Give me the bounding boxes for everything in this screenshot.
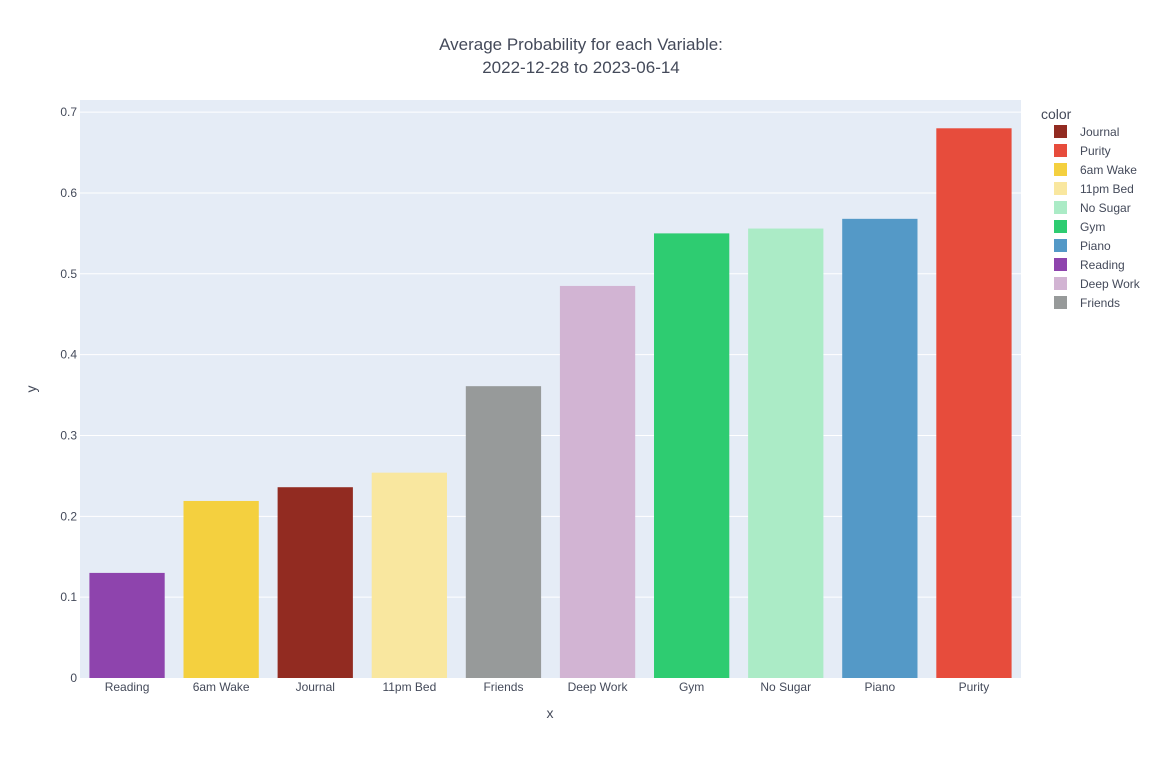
legend-swatch (1054, 220, 1067, 233)
y-tick-label: 0.4 (60, 348, 77, 362)
legend-entry: 11pm Bed (1080, 182, 1134, 196)
y-tick-label: 0.7 (60, 105, 77, 119)
y-axis-label: y (23, 386, 39, 393)
legend-entry: Piano (1080, 239, 1111, 253)
legend-swatch (1054, 201, 1067, 214)
y-tick-label: 0 (70, 671, 77, 685)
y-tick-label: 0.6 (60, 186, 77, 200)
x-tick-label: No Sugar (760, 680, 811, 694)
bar-piano (842, 218, 918, 679)
y-tick-label: 0.5 (60, 267, 77, 281)
legend-entry: No Sugar (1080, 201, 1131, 215)
legend-entry: Journal (1080, 125, 1119, 139)
bar-reading (89, 572, 165, 678)
x-tick-label: Journal (296, 680, 335, 694)
legend-swatch (1054, 144, 1067, 157)
legend-swatch (1054, 258, 1067, 271)
chart-title-line-2: 2022-12-28 to 2023-06-14 (482, 58, 680, 77)
x-axis-label: x (547, 705, 554, 721)
legend-swatch (1054, 182, 1067, 195)
x-tick-label: Piano (864, 680, 895, 694)
legend-entry: 6am Wake (1080, 163, 1137, 177)
y-tick-label: 0.1 (60, 590, 77, 604)
legend-swatch (1054, 239, 1067, 252)
x-tick-label: Friends (483, 680, 523, 694)
bar-gym (654, 233, 730, 678)
x-tick-label: Reading (105, 680, 150, 694)
y-tick-label: 0.3 (60, 428, 77, 442)
bar-journal (277, 487, 353, 678)
bar-friends (465, 386, 542, 678)
legend-entry: Purity (1080, 144, 1111, 158)
chart-title-line-1: Average Probability for each Variable: (439, 35, 723, 54)
x-tick-label: 11pm Bed (382, 680, 436, 694)
x-tick-label: 6am Wake (193, 680, 250, 694)
x-axis-ticks: Reading 6am Wake Journal 11pm Bed Friends Dee… (105, 680, 990, 694)
legend-entry: Friends (1080, 296, 1120, 310)
legend-swatch (1054, 277, 1067, 290)
bar-deep-work (559, 285, 636, 678)
legend-swatch (1054, 125, 1067, 138)
y-tick-label: 0.2 (60, 509, 77, 523)
legend-entry: Reading (1080, 258, 1125, 272)
bar-purity (936, 128, 1012, 678)
legend: color Journal Purity 6am Wake 11pm Bed No Su… (1041, 106, 1141, 310)
x-tick-label: Gym (679, 680, 704, 694)
bar-6am-wake (183, 500, 259, 678)
x-tick-label: Purity (959, 680, 990, 694)
legend-swatch (1054, 296, 1067, 309)
bar-no-sugar (748, 228, 824, 678)
y-axis-ticks: 0 0.1 0.2 0.3 0.4 0.5 0.6 0.7 (60, 105, 77, 685)
legend-title: color (1041, 106, 1072, 122)
x-tick-label: Deep Work (568, 680, 629, 694)
bars (89, 128, 1012, 679)
legend-entry: Deep Work (1080, 277, 1141, 291)
legend-swatch (1054, 163, 1067, 176)
legend-entry: Gym (1080, 220, 1105, 234)
bar-11pm-bed (371, 472, 447, 678)
